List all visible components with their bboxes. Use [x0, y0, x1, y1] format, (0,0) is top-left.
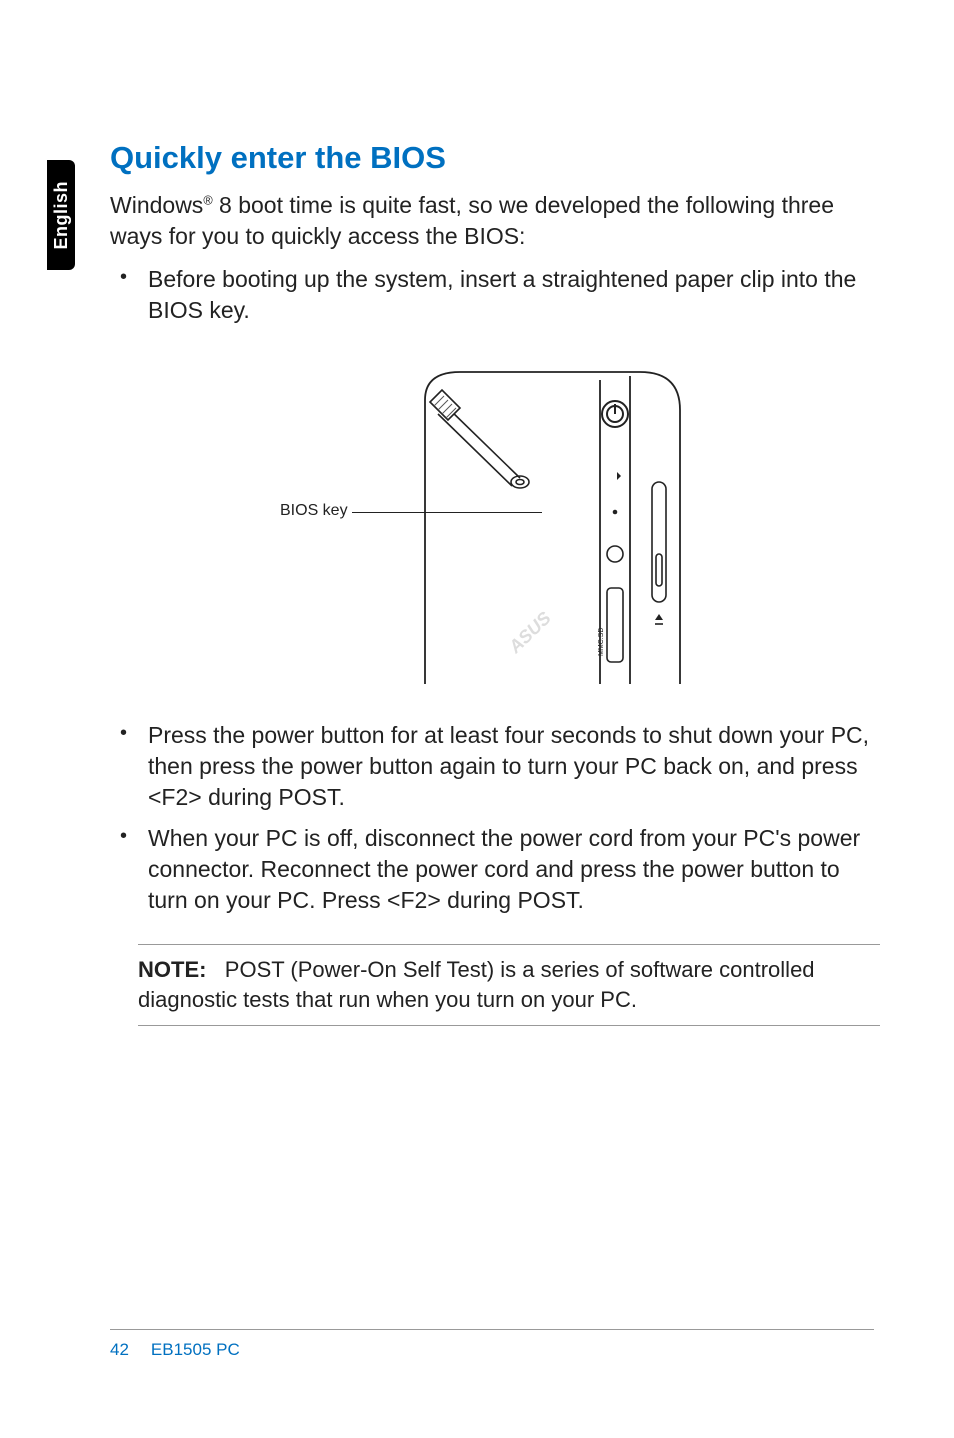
doc-title: EB1505 PC: [151, 1340, 240, 1359]
content-area: Quickly enter the BIOS Windows® 8 boot t…: [110, 140, 880, 1026]
leader-line: [352, 512, 542, 513]
intro-paragraph: Windows® 8 boot time is quite fast, so w…: [110, 190, 880, 252]
led-icon: [607, 546, 623, 562]
bullet-item: Press the power button for at least four…: [138, 720, 880, 813]
device-figure: BIOS key: [280, 354, 710, 684]
intro-rest: 8 boot time is quite fast, so we develop…: [110, 192, 834, 249]
language-tab: English: [47, 160, 75, 270]
page: English Quickly enter the BIOS Windows® …: [0, 0, 954, 1438]
language-tab-label: English: [51, 181, 72, 250]
bullet-list-top: Before booting up the system, insert a s…: [110, 264, 880, 326]
bios-pinhole: [613, 510, 618, 515]
brand-watermark: ASUS: [504, 608, 555, 658]
page-number: 42: [110, 1340, 129, 1360]
registered-mark: ®: [203, 193, 212, 207]
sd-slot-icon: MMC.SD: [598, 588, 623, 662]
indicator-icon: [617, 472, 621, 480]
bullet-item: Before booting up the system, insert a s…: [138, 264, 880, 326]
power-icon: [602, 401, 628, 427]
bullet-list-bottom: Press the power button for at least four…: [110, 720, 880, 916]
page-footer: 42 EB1505 PC: [110, 1329, 874, 1360]
eject-icon: [652, 482, 666, 624]
page-heading: Quickly enter the BIOS: [110, 140, 880, 176]
note-label: NOTE:: [138, 957, 206, 982]
figure-container: BIOS key: [110, 354, 880, 684]
svg-text:MMC.SD: MMC.SD: [598, 628, 605, 656]
note-block: NOTE: POST (Power-On Self Test) is a ser…: [138, 944, 880, 1025]
bullet-item: When your PC is off, disconnect the powe…: [138, 823, 880, 916]
intro-prefix: Windows: [110, 192, 203, 218]
bios-key-label: BIOS key: [280, 502, 348, 520]
note-text: POST (Power-On Self Test) is a series of…: [138, 957, 815, 1012]
